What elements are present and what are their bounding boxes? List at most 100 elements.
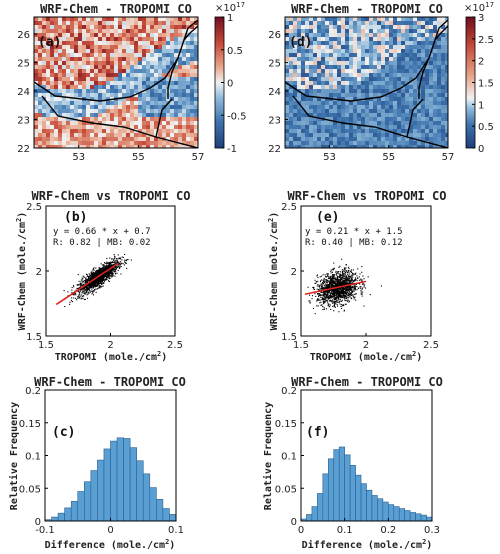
heatmap-cell — [38, 57, 42, 61]
heatmap-cell — [94, 49, 98, 53]
heatmap-cell — [74, 49, 78, 53]
heatmap-cell — [421, 61, 425, 65]
heatmap-cell — [106, 137, 110, 141]
heatmap-cell — [361, 85, 365, 89]
heatmap-cell — [98, 133, 102, 137]
scatter-point — [96, 269, 99, 271]
heatmap-cell — [42, 61, 46, 65]
heatmap-cell — [122, 65, 126, 69]
heatmap-cell — [349, 97, 353, 101]
heatmap-cell — [58, 133, 62, 137]
heatmap-cell — [34, 53, 38, 57]
heatmap-cell — [138, 21, 142, 25]
heatmap-cell — [46, 109, 50, 113]
heatmap-cell — [146, 41, 150, 45]
heatmap-cell — [174, 109, 178, 113]
heatmap-cell — [114, 145, 118, 148]
heatmap-cell — [329, 65, 333, 69]
scatter-point — [107, 276, 109, 278]
heatmap-cell — [429, 97, 433, 101]
heatmap-cell — [90, 65, 94, 69]
scatter-point — [88, 273, 90, 275]
heatmap-cell — [365, 37, 369, 41]
heatmap-cell — [102, 89, 106, 93]
scatter-point — [116, 266, 118, 268]
heatmap-cell — [405, 117, 409, 121]
x-tick-label: 53 — [72, 152, 85, 163]
heatmap-cell — [182, 41, 186, 45]
scatter-point — [106, 272, 108, 274]
heatmap-cell — [158, 109, 162, 113]
heatmap-cell — [54, 137, 58, 141]
scatter-point — [347, 297, 349, 299]
heatmap-cell — [381, 81, 385, 85]
scatter-point — [98, 281, 100, 283]
heatmap-cell — [66, 133, 70, 137]
heatmap-cell — [289, 65, 293, 69]
heatmap-cell — [90, 97, 94, 101]
scatter-point — [91, 273, 93, 275]
scatter-point — [115, 261, 117, 263]
heatmap-cell — [337, 137, 341, 141]
heatmap-cell — [114, 25, 118, 29]
heatmap-cell — [309, 37, 313, 41]
heatmap-cell — [134, 29, 138, 33]
scatter-point — [88, 276, 90, 278]
scatter-point — [325, 308, 328, 310]
heatmap-cell — [186, 121, 190, 125]
scatter-point — [352, 287, 354, 289]
heatmap-cell — [50, 137, 54, 141]
heatmap-cell — [445, 41, 448, 45]
heatmap-cell — [389, 85, 393, 89]
heatmap-cell — [297, 125, 301, 129]
heatmap-cell — [421, 85, 425, 89]
scatter-point — [106, 263, 108, 265]
heatmap-cell — [194, 33, 198, 37]
heatmap-cell — [122, 93, 126, 97]
heatmap-cell — [373, 17, 377, 21]
heatmap-cell — [174, 69, 178, 73]
heatmap-cell — [309, 65, 313, 69]
heatmap-cell — [38, 145, 42, 148]
heatmap-cell — [305, 117, 309, 121]
scatter-point — [107, 274, 109, 276]
scatter-point — [73, 286, 75, 288]
heatmap-cell — [385, 141, 389, 145]
heatmap-cell — [98, 81, 102, 85]
heatmap-cell — [321, 133, 325, 137]
heatmap-cell — [373, 105, 377, 109]
heatmap-cell — [58, 85, 62, 89]
heatmap-cell — [58, 105, 62, 109]
heatmap-cell — [309, 133, 313, 137]
heatmap-cell — [353, 65, 357, 69]
scatter-point — [322, 305, 324, 307]
heatmap-cell — [86, 81, 90, 85]
heatmap-cell — [138, 133, 142, 137]
scatter-point — [91, 275, 93, 278]
heatmap-cell — [58, 137, 62, 141]
heatmap-cell — [122, 69, 126, 73]
heatmap-cell — [313, 65, 317, 69]
heatmap-cell — [130, 93, 134, 97]
heatmap-cell — [305, 69, 309, 73]
scatter-point — [322, 274, 324, 276]
heatmap-cell — [110, 105, 114, 109]
scatter-point — [343, 310, 345, 312]
heatmap-cell — [413, 37, 417, 41]
heatmap-cell — [349, 69, 353, 73]
heatmap-cell — [74, 125, 78, 129]
heatmap-cell — [421, 77, 425, 81]
heatmap-cell — [333, 113, 337, 117]
scatter-point — [336, 285, 338, 287]
heatmap-cell — [285, 113, 289, 117]
heatmap-cell — [401, 73, 405, 77]
heatmap-cell — [178, 45, 182, 49]
scatter-point — [103, 281, 106, 283]
heatmap-cell — [58, 45, 62, 49]
scatter-point — [352, 293, 354, 295]
heatmap-cell — [194, 133, 198, 137]
heatmap-cell — [377, 45, 381, 49]
heatmap-cell — [393, 21, 397, 25]
scatter-point — [93, 282, 95, 284]
